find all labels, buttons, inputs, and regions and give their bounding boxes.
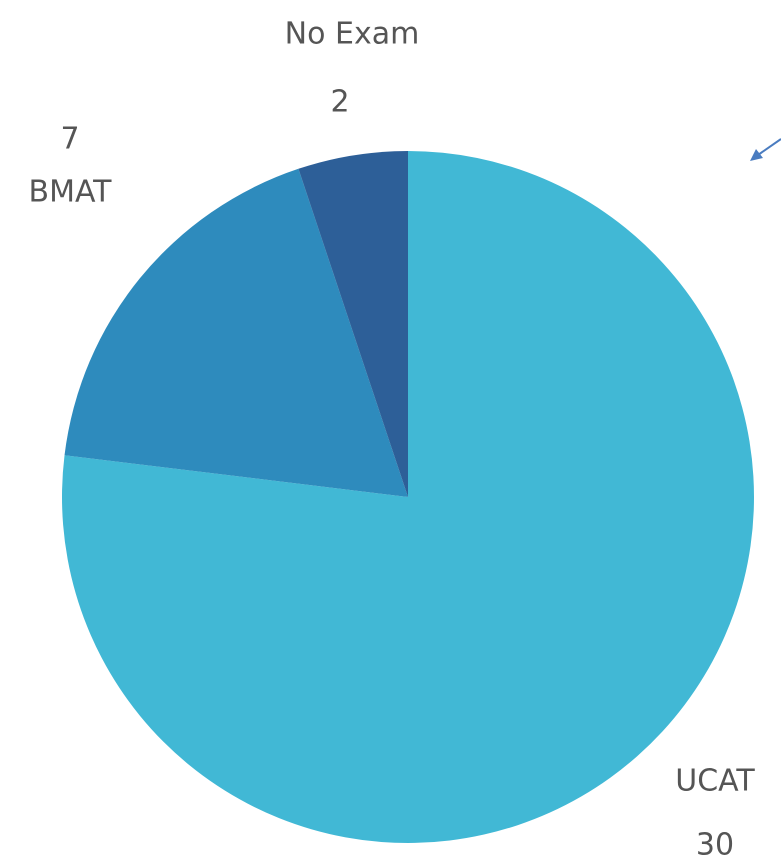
slice-label: BMAT — [29, 175, 113, 210]
pie-slice — [64, 168, 408, 497]
slice-value: 7 — [60, 122, 79, 157]
slice-value: 2 — [330, 85, 349, 120]
arrow-annotation — [750, 138, 781, 161]
slice-value: 30 — [696, 828, 734, 863]
pie-slice — [298, 151, 408, 497]
slice-label: UCAT — [675, 764, 755, 799]
slice-label: No Exam — [285, 17, 420, 52]
